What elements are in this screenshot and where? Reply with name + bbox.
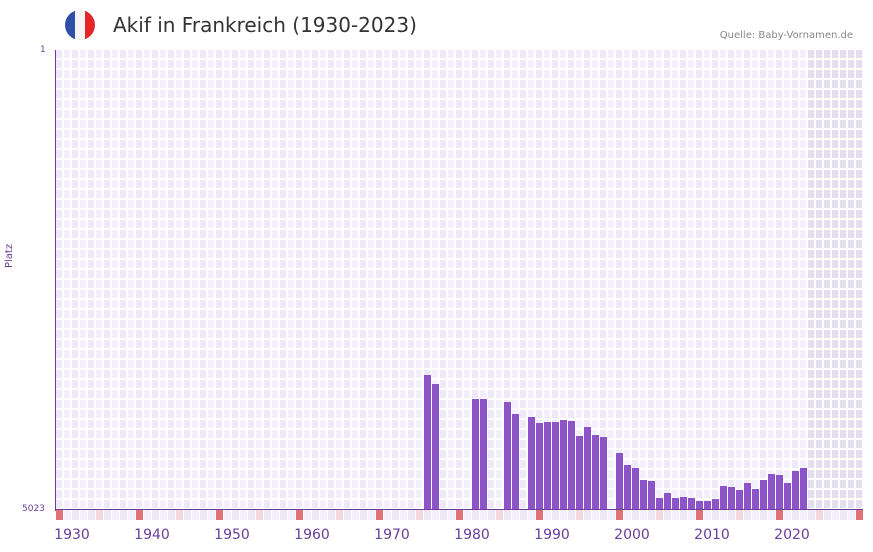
y-axis-label: Platz xyxy=(4,244,15,268)
x-tick-2010: 2010 xyxy=(694,527,730,543)
bar-2002[interactable] xyxy=(648,481,655,510)
x-tick-1990: 1990 xyxy=(534,527,570,543)
bar-1988[interactable] xyxy=(536,423,543,510)
x-tick-1930: 1930 xyxy=(54,527,90,543)
x-tick-2000: 2000 xyxy=(614,527,650,543)
plot-area xyxy=(56,50,863,510)
bar-2004[interactable] xyxy=(664,493,671,510)
bar-1985[interactable] xyxy=(512,414,519,510)
bar-1999[interactable] xyxy=(624,465,631,510)
bar-1987[interactable] xyxy=(528,417,535,510)
y-tick-top: 1 xyxy=(40,45,46,55)
x-tick-1970: 1970 xyxy=(374,527,410,543)
source-label: Quelle: Baby-Vornamen.de xyxy=(720,30,853,41)
bar-1998[interactable] xyxy=(616,453,623,510)
bar-2016[interactable] xyxy=(760,480,767,510)
bar-2015[interactable] xyxy=(752,489,759,510)
bar-1993[interactable] xyxy=(576,436,583,510)
bar-1981[interactable] xyxy=(480,399,487,510)
x-tick-2020: 2020 xyxy=(774,527,810,543)
bar-1996[interactable] xyxy=(600,437,607,510)
bar-1994[interactable] xyxy=(584,427,591,510)
france-flag-icon xyxy=(65,10,95,40)
x-tick-1980: 1980 xyxy=(454,527,490,543)
chart-title: Akif in Frankreich (1930-2023) xyxy=(113,13,417,37)
bar-2006[interactable] xyxy=(680,497,687,510)
bar-1974[interactable] xyxy=(424,375,431,510)
bar-2013[interactable] xyxy=(736,490,743,510)
bar-1980[interactable] xyxy=(472,399,479,510)
y-tick-bottom: 5023 xyxy=(22,504,45,514)
bar-2020[interactable] xyxy=(792,471,799,510)
x-tick-1950: 1950 xyxy=(214,527,250,543)
x-tick-1940: 1940 xyxy=(134,527,170,543)
bar-2018[interactable] xyxy=(776,475,783,510)
x-tick-1960: 1960 xyxy=(294,527,330,543)
bar-2019[interactable] xyxy=(784,483,791,510)
bar-2012[interactable] xyxy=(728,487,735,510)
bar-2021[interactable] xyxy=(800,468,807,510)
bar-2000[interactable] xyxy=(632,468,639,510)
bar-2011[interactable] xyxy=(720,486,727,510)
y-axis xyxy=(55,50,56,511)
bar-1991[interactable] xyxy=(560,420,567,510)
bar-1992[interactable] xyxy=(568,421,575,510)
bar-1989[interactable] xyxy=(544,422,551,510)
bar-2001[interactable] xyxy=(640,480,647,510)
bar-2014[interactable] xyxy=(744,483,751,510)
bar-2017[interactable] xyxy=(768,474,775,510)
bar-1995[interactable] xyxy=(592,435,599,510)
bar-1975[interactable] xyxy=(432,384,439,510)
bar-1984[interactable] xyxy=(504,402,511,510)
bar-1990[interactable] xyxy=(552,422,559,510)
